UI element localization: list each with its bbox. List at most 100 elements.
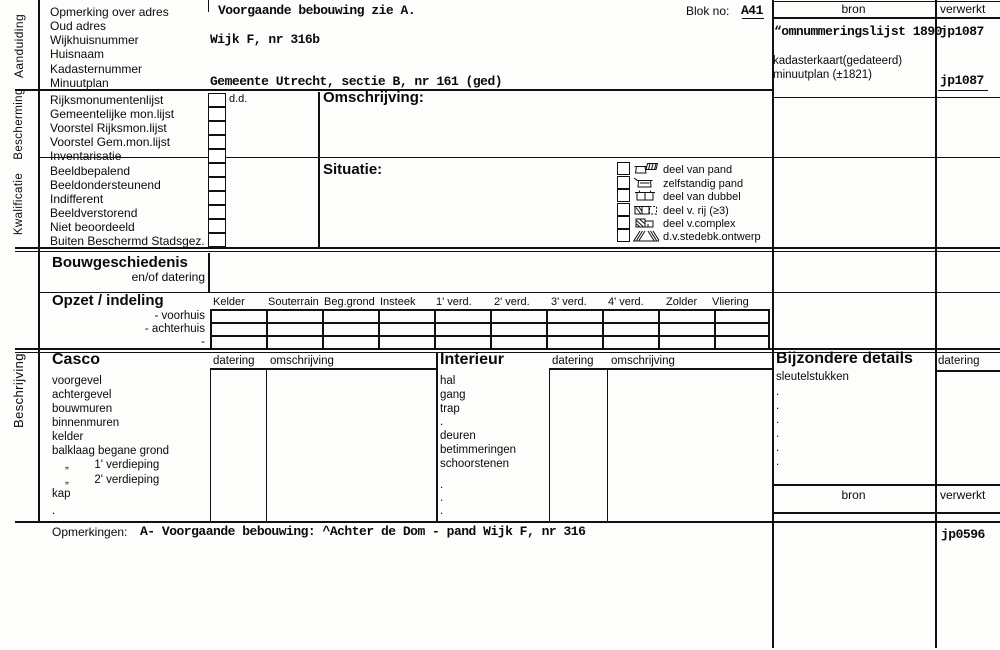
checkbox-buiten-beschermd-stadsgez[interactable] [208, 233, 226, 247]
grid-line [546, 309, 548, 349]
row-label: Niet beoordeeld [50, 220, 135, 234]
checkbox-beeldbepalend[interactable] [208, 163, 226, 177]
casco-row-label: „ 1' verdieping [65, 459, 160, 471]
bron-entry: “omnummeringslijst 1890 [774, 24, 942, 39]
verwerkt-entry: jp0596 [941, 527, 985, 542]
divider [210, 368, 436, 370]
checkbox-inventarisatie[interactable] [208, 149, 226, 163]
casco-omschrijving-header: omschrijving [270, 355, 334, 367]
situatie-option-label: deel van dubbel [663, 191, 741, 203]
divider [607, 368, 608, 521]
casco-row-label: bouwmuren [52, 403, 113, 415]
wijkhuisnummer-value: Wijk F, nr 316b [210, 32, 320, 47]
checkbox-rijksmonumentenlijst[interactable] [208, 93, 226, 107]
interieur-row-label: betimmeringen [440, 444, 517, 456]
grid-line [490, 309, 492, 349]
interieur-row-label: . [440, 416, 444, 428]
opzet-col-header: Kelder [213, 296, 245, 308]
bouwgeschiedenis-subtitle: en/of datering [131, 270, 205, 284]
opzet-col-header: Souterrain [268, 296, 319, 308]
interieur-datering-header: datering [552, 355, 594, 367]
divider [15, 521, 1000, 523]
grid-line [266, 309, 268, 349]
divider [772, 17, 1000, 19]
bijzondere-row-label: . [776, 456, 780, 468]
bijzondere-datering-header: datering [938, 355, 980, 367]
checkbox-deel-v-rij[interactable] [617, 203, 630, 216]
bron-entry: minuutplan (±1821) [773, 69, 873, 81]
divider [938, 90, 988, 91]
checkbox-deel-v-complex[interactable] [617, 216, 630, 229]
grid-line [210, 309, 212, 349]
grid-line [768, 309, 770, 349]
checkbox-zelfstandig-pand[interactable] [617, 176, 630, 189]
checkbox-beeldondersteunend[interactable] [208, 177, 226, 191]
situatie-option-label: deel v.complex [663, 218, 736, 230]
situatie-option-label: zelfstandig pand [663, 178, 744, 190]
divider [772, 484, 1000, 486]
divider [772, 97, 1000, 98]
opzet-row-label-blank: - [201, 336, 205, 348]
divider [436, 352, 438, 521]
field-label-kadasternummer: Kadasternummer [50, 62, 143, 76]
checkbox-deel-van-dubbel[interactable] [617, 189, 630, 202]
field-label-wijkhuisnummer: Wijkhuisnummer [50, 33, 139, 47]
opzet-row-label-voorhuis: - voorhuis [154, 310, 206, 322]
casco-datering-header: datering [213, 355, 255, 367]
verwerkt-entry: jp1087 [940, 73, 984, 88]
bijzondere-row-label: sleutelstukken [776, 371, 849, 383]
verwerkt-column-header: verwerkt [940, 2, 986, 16]
opzet-col-header: 2' verd. [494, 296, 530, 308]
casco-row-label: . [52, 505, 56, 517]
opzet-col-header: Vliering [712, 296, 749, 308]
section-kwalificatie: Kwalificatie [2, 162, 36, 246]
checkbox-deel-van-pand[interactable] [617, 162, 630, 175]
zelfstandig-pand-icon [633, 177, 653, 188]
checkbox-indifferent[interactable] [208, 191, 226, 205]
field-label-huisnaam: Huisnaam [50, 47, 105, 61]
checkbox-niet-beoordeeld[interactable] [208, 219, 226, 233]
bron-column-header: bron [841, 488, 866, 502]
interieur-row-label: . [440, 479, 444, 491]
divider [38, 0, 40, 521]
field-label-oud-adres: Oud adres [50, 19, 107, 33]
checkbox-voorstel-gem-mon-lijst[interactable] [208, 135, 226, 149]
opmerking-value: Voorgaande bebouwing zie A. [218, 3, 416, 18]
interieur-row-label: . [440, 505, 444, 517]
opzet-col-header: 1' verd. [436, 296, 472, 308]
casco-row-label: „ 2' verdieping [65, 474, 160, 486]
divider [15, 348, 1000, 353]
checkbox-stedebouwkundig-ontwerp[interactable] [617, 229, 630, 242]
checkbox-beeldverstorend[interactable] [208, 205, 226, 219]
interieur-row-label: hal [440, 375, 456, 387]
divider [208, 253, 210, 292]
divider [15, 247, 1000, 252]
divider [15, 89, 772, 91]
checkbox-voorstel-rijksmon-lijst[interactable] [208, 121, 226, 135]
divider [935, 370, 1000, 372]
section-label: Aanduiding [12, 13, 26, 79]
situatie-option-label: deel v. rij (≥3) [663, 205, 729, 217]
bijzondere-row-label: . [776, 428, 780, 440]
checkbox-gemeentelijke-mon-lijst[interactable] [208, 107, 226, 121]
interieur-row-label: trap [440, 403, 460, 415]
bijzondere-details-title: Bijzondere details [776, 350, 913, 367]
divider [318, 92, 320, 247]
row-label: Rijksmonumentenlijst [50, 93, 164, 107]
situatie-header: Situatie: [323, 161, 383, 178]
section-label: Bescherming [13, 88, 26, 160]
deel-v-rij-icon [634, 206, 657, 215]
divider [208, 0, 209, 12]
opzet-col-header: 4' verd. [608, 296, 644, 308]
opzet-col-header: 3' verd. [551, 296, 587, 308]
casco-row-label: achtergevel [52, 389, 112, 401]
grid-line [322, 309, 324, 349]
divider [210, 368, 211, 521]
casco-row-label: kap [52, 488, 71, 500]
divider [935, 0, 937, 648]
bron-entry: kadasterkaart(gedateerd) [773, 55, 903, 67]
opzet-row-label-achterhuis: - achterhuis [144, 323, 205, 335]
dd-label: d.d. [229, 93, 248, 105]
casco-row-label: balklaag begane grond [52, 445, 170, 457]
opzet-col-header: Beg.grond [324, 296, 375, 308]
